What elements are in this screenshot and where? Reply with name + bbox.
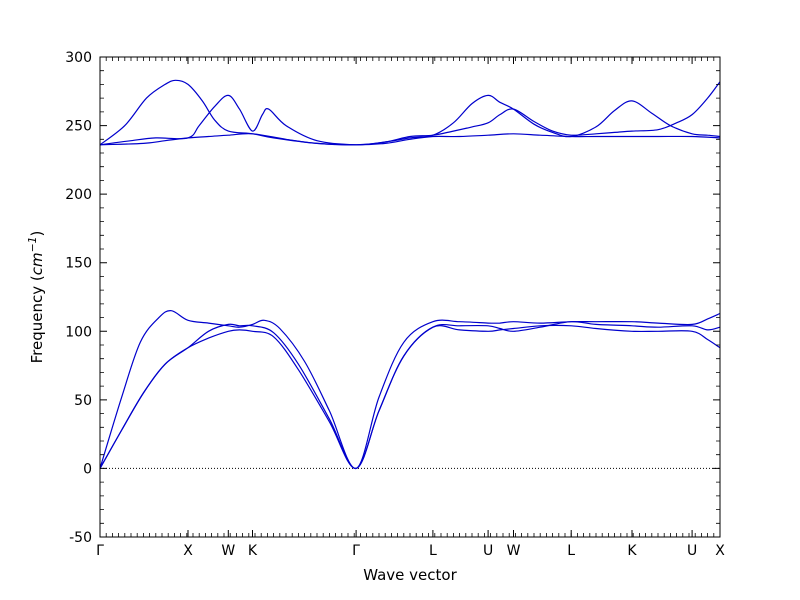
y-tick-label-0: 0 bbox=[83, 461, 92, 477]
y-axis-title: Frequency (cm−1) bbox=[26, 231, 46, 364]
x-tick-label-9: K bbox=[627, 543, 637, 559]
y-tick-label-200: 200 bbox=[65, 187, 92, 203]
y-axis-title-unit: cm bbox=[28, 252, 46, 276]
dispersion-branch-optical-1 bbox=[99, 133, 721, 146]
x-tick-label-5: L bbox=[429, 543, 437, 559]
x-tick-label-0: Γ bbox=[96, 543, 104, 559]
y-tick-label-100: 100 bbox=[65, 324, 92, 340]
dispersion-branch-optical-3 bbox=[99, 79, 721, 146]
y-axis-title-exponent: −1 bbox=[26, 236, 39, 253]
x-tick-label-8: L bbox=[567, 543, 575, 559]
x-tick-label-2: W bbox=[221, 543, 235, 559]
x-major-ticks bbox=[99, 57, 721, 537]
y-tick-label-300: 300 bbox=[65, 50, 92, 66]
dispersion-branch-acoustic-3 bbox=[99, 310, 721, 469]
y-tick-label--50: -50 bbox=[69, 530, 92, 546]
y-tick-label-150: 150 bbox=[65, 256, 92, 272]
x-minor-ticks bbox=[99, 57, 721, 537]
x-axis-title: Wave vector bbox=[363, 566, 457, 584]
y-minor-ticks bbox=[100, 70, 720, 524]
x-tick-label-7: W bbox=[507, 543, 521, 559]
x-tick-label-4: Γ bbox=[352, 543, 360, 559]
y-tick-label-50: 50 bbox=[74, 393, 92, 409]
x-tick-label-10: U bbox=[687, 543, 697, 559]
axes-frame bbox=[99, 56, 721, 538]
x-tick-label-6: U bbox=[483, 543, 493, 559]
x-tick-label-11: X bbox=[715, 543, 725, 559]
y-tick-label-250: 250 bbox=[65, 119, 92, 135]
y-axis-title-suffix: ) bbox=[28, 230, 46, 237]
dispersion-branch-acoustic-2 bbox=[99, 321, 721, 469]
y-major-ticks bbox=[100, 56, 720, 538]
y-axis-title-prefix: Frequency ( bbox=[28, 275, 46, 364]
x-tick-label-1: X bbox=[183, 543, 193, 559]
x-tick-label-3: K bbox=[248, 543, 258, 559]
